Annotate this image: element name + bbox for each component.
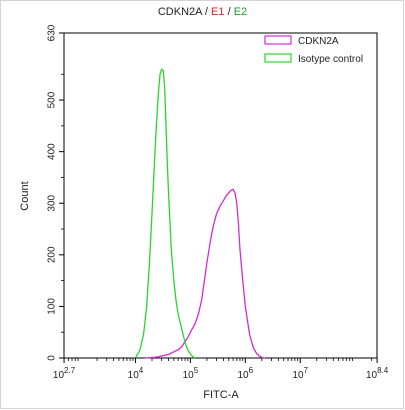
- x-tick-label-0: 102.7: [53, 366, 76, 381]
- x-tick-label-5: 108.4: [366, 366, 389, 381]
- chart-title: CDKN2A / E1 / E2: [0, 6, 405, 18]
- x-tick-label-3: 106: [238, 366, 254, 381]
- legend-swatch-1: [264, 53, 292, 63]
- y-tick-label-5: 500: [47, 91, 58, 108]
- legend-label-0: CDKN2A: [298, 36, 339, 47]
- title-part-3: /: [224, 6, 234, 18]
- y-tick-label-2: 200: [47, 246, 58, 263]
- y-tick-label-3: 300: [47, 194, 58, 211]
- y-tick-label-0: 0: [47, 355, 58, 361]
- series-line-cdkn2a: [145, 188, 266, 359]
- y-tick-label-4: 400: [47, 143, 58, 160]
- plot-area: [63, 32, 378, 359]
- y-tick-label-1: 100: [47, 298, 58, 315]
- x-tick-label-4: 107: [292, 366, 308, 381]
- title-part-1: /: [201, 6, 212, 18]
- legend-label-1: Isotype control: [298, 54, 363, 65]
- title-part-2: E1: [211, 6, 225, 18]
- title-part-4: E2: [233, 6, 248, 18]
- legend-swatch-0: [264, 35, 292, 45]
- y-axis-label: Count: [19, 181, 31, 210]
- y-tick-label-6: 630: [47, 24, 58, 41]
- series-line-isotype-control: [134, 68, 196, 359]
- x-tick-label-1: 104: [128, 366, 144, 381]
- x-axis-label: FITC-A: [203, 389, 239, 401]
- title-part-0: CDKN2A: [157, 6, 202, 18]
- x-tick-label-2: 105: [183, 366, 199, 381]
